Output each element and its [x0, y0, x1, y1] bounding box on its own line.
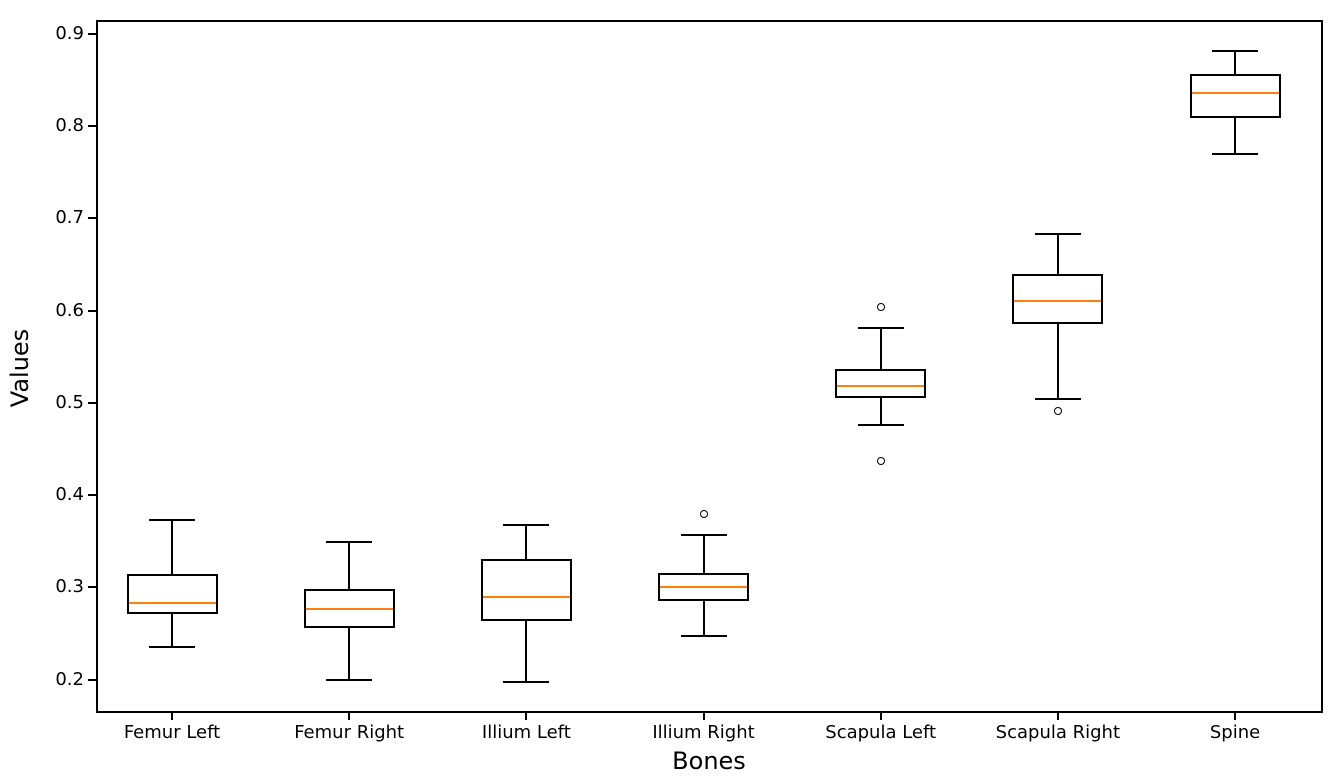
box-whisker-lower	[879, 398, 882, 426]
whisker-cap-bottom	[1212, 152, 1259, 155]
whisker-cap-bottom	[857, 424, 904, 427]
whisker-cap-bottom	[149, 646, 195, 649]
box-rect	[658, 572, 749, 602]
outlier-point	[876, 302, 885, 311]
outlier-point	[1053, 407, 1062, 416]
y-tick-mark	[88, 494, 96, 497]
x-axis-label: Bones	[672, 747, 746, 775]
y-tick-mark	[88, 125, 96, 128]
y-tick-mark	[88, 678, 96, 681]
x-tick-mark	[702, 712, 705, 720]
whisker-cap-bottom	[680, 635, 727, 638]
median-line	[305, 607, 393, 610]
outlier-point	[699, 509, 708, 518]
x-tick-label: Scapula Left	[825, 722, 937, 743]
whisker-cap-top	[1034, 233, 1081, 236]
y-tick-mark	[88, 32, 96, 35]
whisker-cap-bottom	[326, 678, 373, 681]
box-rect	[480, 558, 572, 621]
box-whisker-lower	[171, 614, 173, 648]
whisker-cap-bottom	[1034, 398, 1081, 401]
median-line	[660, 585, 747, 588]
whisker-cap-top	[1212, 50, 1259, 53]
x-tick-label: Spine	[1209, 722, 1261, 743]
box-whisker-upper	[525, 524, 528, 559]
whisker-cap-top	[503, 523, 550, 526]
y-tick-label: 0.3	[55, 576, 84, 598]
y-tick-label: 0.8	[55, 115, 84, 137]
box-whisker-lower	[702, 601, 705, 637]
box-whisker-lower	[525, 620, 528, 683]
x-tick-label: Illium Right	[652, 722, 755, 743]
whisker-cap-bottom	[503, 681, 550, 684]
y-tick-label: 0.4	[55, 484, 84, 506]
y-tick-mark	[88, 217, 96, 220]
y-tick-mark	[88, 401, 96, 404]
median-line	[482, 595, 570, 598]
box-rect	[1189, 73, 1281, 118]
y-tick-label: 0.9	[55, 22, 84, 44]
median-line	[837, 385, 925, 388]
box-whisker-lower	[1056, 323, 1059, 400]
y-tick-mark	[88, 309, 96, 312]
x-tick-mark	[879, 712, 882, 720]
median-line	[128, 602, 216, 605]
x-tick-label: Scapula Right	[995, 722, 1121, 743]
box-whisker-upper	[702, 534, 705, 573]
y-tick-mark	[88, 586, 96, 589]
box-whisker-upper	[1234, 51, 1237, 74]
y-tick-label: 0.5	[55, 391, 84, 413]
median-line	[1014, 300, 1102, 303]
whisker-cap-top	[149, 519, 195, 522]
whisker-cap-top	[326, 541, 373, 544]
plot-area	[96, 20, 1323, 713]
box-whisker-upper	[171, 520, 173, 574]
box-rect	[835, 368, 927, 399]
x-tick-label: Femur Left	[123, 722, 221, 743]
x-tick-mark	[348, 712, 351, 720]
box-rect	[1012, 273, 1104, 324]
box-whisker-lower	[348, 628, 351, 680]
x-tick-label: Femur Right	[294, 722, 405, 743]
x-tick-label: Illium Left	[481, 722, 571, 743]
y-tick-label: 0.6	[55, 299, 84, 321]
x-tick-mark	[1234, 712, 1237, 720]
whisker-cap-top	[680, 533, 727, 536]
x-tick-mark	[1056, 712, 1059, 720]
x-tick-mark	[525, 712, 528, 720]
median-line	[1191, 91, 1279, 94]
y-tick-label: 0.7	[55, 207, 84, 229]
box-whisker-upper	[1056, 234, 1059, 274]
whisker-cap-top	[857, 327, 904, 330]
box-whisker-upper	[879, 328, 882, 369]
box-whisker-upper	[348, 542, 351, 590]
box-rect	[303, 589, 395, 629]
x-tick-mark	[171, 712, 173, 720]
box-rect	[126, 573, 218, 615]
box-whisker-lower	[1234, 117, 1237, 154]
y-tick-label: 0.2	[55, 668, 84, 690]
outlier-point	[876, 457, 885, 466]
